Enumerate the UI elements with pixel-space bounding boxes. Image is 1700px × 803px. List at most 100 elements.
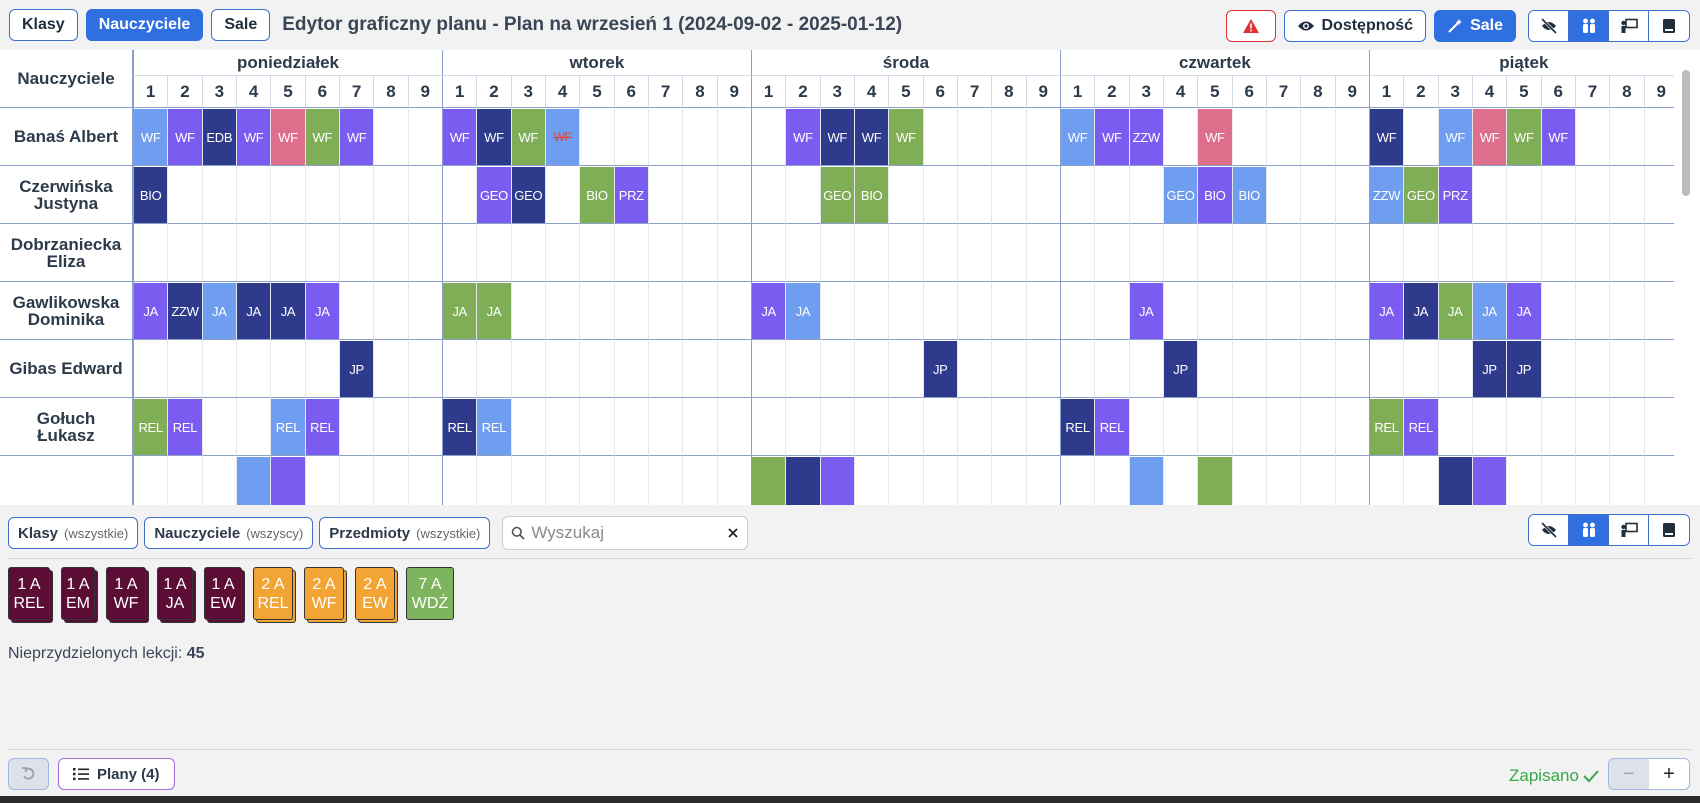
timetable-cell[interactable] <box>373 398 408 456</box>
subjects-filter-button[interactable]: Przedmioty (wszystkie) <box>319 517 491 549</box>
timetable-cell[interactable] <box>647 166 683 224</box>
lesson-block[interactable]: REL <box>1404 399 1438 455</box>
timetable-cell[interactable] <box>373 340 408 398</box>
lesson-block[interactable]: JA <box>305 283 339 339</box>
teachers-filter-button[interactable]: Nauczyciele (wszyscy) <box>144 517 314 549</box>
timetable-cell[interactable] <box>785 398 820 456</box>
timetable-cell[interactable] <box>1643 108 1678 166</box>
timetable-cell[interactable] <box>476 456 510 505</box>
timetable-cell[interactable] <box>1128 282 1163 340</box>
lesson-block[interactable]: JP <box>1163 341 1198 397</box>
timetable-cell[interactable] <box>476 166 511 224</box>
timetable-cell[interactable] <box>922 108 957 166</box>
timetable-cell[interactable] <box>1368 340 1404 398</box>
timetable-cell[interactable] <box>1094 398 1129 456</box>
lesson-block[interactable]: JA <box>786 283 820 339</box>
lesson-block[interactable]: REL <box>442 399 477 455</box>
timetable-cell[interactable] <box>579 398 614 456</box>
lesson-block[interactable]: JA <box>236 283 271 339</box>
timetable-cell[interactable] <box>1162 282 1198 340</box>
lesson-block[interactable]: PRZ <box>1438 167 1472 223</box>
timetable-cell[interactable] <box>1403 340 1438 398</box>
timetable-cell[interactable] <box>991 282 1026 340</box>
lesson-block[interactable]: ZZW <box>168 283 202 339</box>
timetable-cell[interactable] <box>1300 456 1334 505</box>
timetable-cell[interactable] <box>716 398 751 456</box>
lesson-block[interactable]: GEO <box>477 167 511 223</box>
lesson-block[interactable]: JA <box>271 283 305 339</box>
timetable-cell[interactable] <box>579 456 613 505</box>
timetable-cell[interactable] <box>1368 398 1404 456</box>
timetable-cell[interactable] <box>510 224 545 282</box>
timetable-cell[interactable] <box>441 398 477 456</box>
lesson-block[interactable] <box>1129 457 1163 505</box>
timetable-cell[interactable] <box>1128 340 1163 398</box>
timetable-cell[interactable] <box>785 340 820 398</box>
lesson-block[interactable]: JA <box>202 283 236 339</box>
timetable-cell[interactable] <box>373 166 408 224</box>
timetable-cell[interactable] <box>750 282 786 340</box>
lesson-card[interactable]: 2 A REL <box>253 567 293 620</box>
timetable-cell[interactable] <box>304 166 339 224</box>
timetable-cell[interactable] <box>716 166 751 224</box>
timetable-cell[interactable] <box>407 224 442 282</box>
timetable-cell[interactable] <box>1162 456 1197 505</box>
timetable-cell[interactable] <box>1231 340 1266 398</box>
hide-toggle[interactable] <box>1529 11 1569 41</box>
timetable-cell[interactable] <box>510 282 545 340</box>
timetable-cell[interactable] <box>1437 282 1472 340</box>
timetable-cell[interactable] <box>1025 224 1060 282</box>
lesson-block[interactable]: JP <box>923 341 957 397</box>
timetable-cell[interactable] <box>544 340 580 398</box>
lesson-block[interactable]: BIO <box>1232 167 1266 223</box>
timetable-cell[interactable] <box>1059 224 1095 282</box>
timetable-cell[interactable] <box>1609 108 1644 166</box>
lesson-block[interactable] <box>1472 457 1507 505</box>
timetable-cell[interactable] <box>647 456 682 505</box>
timetable-cell[interactable] <box>1059 456 1094 505</box>
timetable-cell[interactable] <box>1540 224 1575 282</box>
timetable-cell[interactable] <box>476 108 511 166</box>
rooms-view-button[interactable]: Sale <box>211 9 271 41</box>
timetable-cell[interactable] <box>133 108 168 166</box>
timetable-cell[interactable] <box>1643 282 1678 340</box>
timetable-cell[interactable] <box>1471 282 1507 340</box>
lesson-block[interactable]: EDB <box>202 109 236 165</box>
lesson-block[interactable]: BIO <box>580 167 614 223</box>
timetable-cell[interactable] <box>235 224 271 282</box>
timetable-cell[interactable] <box>373 108 408 166</box>
lesson-block[interactable]: WF <box>1369 109 1404 165</box>
timetable-cell[interactable] <box>888 456 922 505</box>
timetable-cell[interactable] <box>407 108 442 166</box>
lesson-block[interactable]: WF <box>1060 109 1095 165</box>
timetable-cell[interactable] <box>1025 398 1060 456</box>
timetable-cell[interactable] <box>1368 166 1404 224</box>
timetable-cell[interactable] <box>991 398 1026 456</box>
timetable-cell[interactable] <box>1059 108 1095 166</box>
timetable-cell[interactable] <box>1300 340 1335 398</box>
timetable-cell[interactable] <box>716 282 751 340</box>
timetable-cell[interactable] <box>1265 108 1301 166</box>
timetable-cell[interactable] <box>167 224 202 282</box>
timetable-cell[interactable] <box>1300 166 1335 224</box>
timetable-cell[interactable] <box>476 282 511 340</box>
timetable-cell[interactable] <box>1471 108 1507 166</box>
timetable-cell[interactable] <box>1197 166 1232 224</box>
pool-teacher-board-toggle[interactable] <box>1609 515 1649 545</box>
timetable-cell[interactable] <box>544 108 580 166</box>
timetable-cell[interactable] <box>304 108 339 166</box>
timetable-cell[interactable] <box>373 224 408 282</box>
timetable-cell[interactable] <box>716 340 751 398</box>
zoom-in-button[interactable]: + <box>1649 759 1689 789</box>
timetable-cell[interactable] <box>613 224 648 282</box>
lesson-block[interactable] <box>1438 457 1472 505</box>
timetable-cell[interactable] <box>922 224 957 282</box>
timetable-cell[interactable] <box>819 166 854 224</box>
timetable-cell[interactable] <box>1300 108 1335 166</box>
timetable-cell[interactable] <box>1403 166 1438 224</box>
timetable-cell[interactable] <box>1506 282 1541 340</box>
timetable-cell[interactable] <box>579 224 614 282</box>
timetable-cell[interactable] <box>1197 282 1232 340</box>
classes-filter-button[interactable]: Klasy (wszystkie) <box>8 517 139 549</box>
timetable-cell[interactable] <box>785 456 819 505</box>
